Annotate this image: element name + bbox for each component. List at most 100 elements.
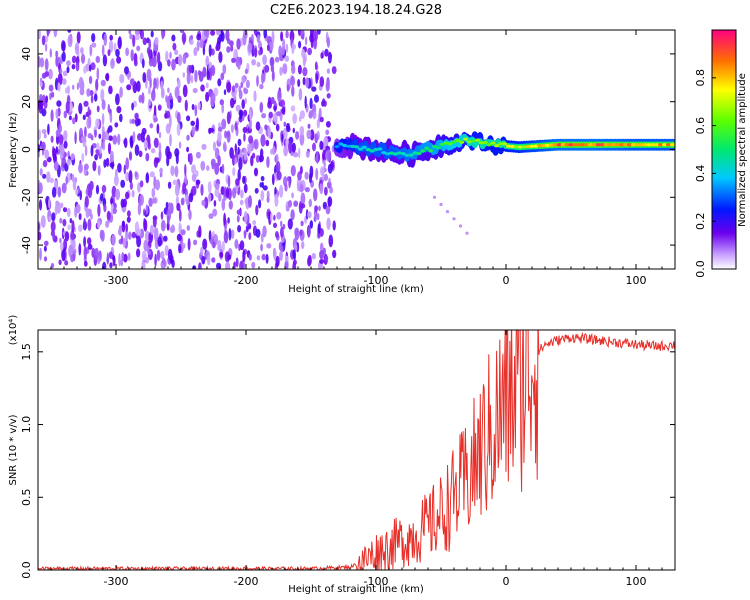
noise-cell (80, 80, 85, 92)
noise-cell (309, 97, 313, 110)
ridge-core-cell (580, 143, 586, 147)
noise-cell (263, 30, 267, 39)
ridge-core-cell (486, 143, 492, 147)
noise-cell (120, 259, 124, 267)
noise-cell (233, 261, 236, 269)
noise-cell (39, 168, 43, 176)
noise-cell (89, 44, 92, 57)
noise-cell (230, 124, 234, 133)
noise-cell (66, 60, 71, 67)
noise-cell (66, 207, 71, 218)
noise-cell (117, 133, 121, 146)
noise-cell (133, 59, 138, 67)
noise-cell (300, 203, 306, 209)
noise-cell (201, 143, 207, 150)
noise-cell (171, 58, 176, 71)
noise-cell (61, 182, 67, 194)
noise-cell (86, 88, 91, 97)
noise-cell (62, 70, 68, 77)
noise-cell (285, 205, 290, 212)
noise-cell (186, 115, 191, 122)
x-tick-label: 0 (503, 274, 510, 287)
noise-cell (282, 223, 286, 230)
noise-cell (119, 86, 123, 98)
noise-cell (243, 147, 248, 161)
noise-cell (271, 70, 275, 82)
noise-cell (184, 173, 188, 185)
noise-cell (237, 168, 241, 182)
noise-cell (96, 67, 100, 81)
noise-cell (120, 198, 125, 208)
ridge-core-cell (584, 143, 590, 147)
ridge-core-cell (392, 152, 399, 156)
noise-cell (297, 79, 301, 87)
noise-cell (125, 171, 130, 182)
noise-cell (266, 156, 270, 169)
noise-cell (218, 33, 222, 43)
noise-cell (69, 218, 73, 224)
noise-cell (308, 110, 314, 118)
noise-cell (149, 123, 154, 129)
noise-cell (131, 231, 136, 239)
noise-cell (81, 152, 85, 163)
spectrogram-x-ticks: -300 -200 -100 0 100 (50, 30, 676, 287)
noise-cell (38, 199, 43, 211)
noise-cell (198, 225, 202, 238)
noise-cell (176, 112, 181, 124)
noise-cell (226, 130, 231, 143)
noise-cell (240, 189, 244, 199)
noise-cell (235, 104, 241, 112)
noise-cell (279, 184, 284, 198)
noise-cell (118, 253, 121, 267)
ridge-core-cell (470, 139, 477, 143)
noise-cell (39, 57, 45, 68)
noise-cell (222, 141, 227, 152)
noise-cell (136, 248, 141, 258)
noise-cell (110, 197, 114, 205)
noise-cell (111, 234, 116, 246)
noise-cell (121, 252, 125, 262)
noise-cell (43, 133, 47, 139)
noise-cell (71, 55, 77, 64)
noise-cell (230, 45, 234, 52)
noise-cell (85, 207, 90, 219)
ridge-core-cell (646, 143, 652, 147)
noise-cell (312, 111, 317, 120)
noise-cell (107, 127, 110, 134)
ridge-core-cell (431, 144, 438, 149)
ridge-core-cell (517, 145, 523, 149)
noise-cell (182, 53, 187, 65)
noise-cell (125, 157, 129, 170)
snr-x-axis-label: Height of straight line (km) (288, 584, 424, 595)
noise-cell (172, 179, 178, 185)
noise-cell (151, 187, 156, 198)
noise-cell (57, 72, 63, 86)
noise-cell (193, 239, 198, 246)
noise-cell (293, 152, 299, 158)
noise-cell (221, 240, 225, 252)
noise-cell (200, 160, 206, 171)
noise-cell (120, 179, 126, 188)
noise-cell (242, 175, 246, 184)
y-tick-label: 0 (20, 146, 33, 153)
ridge-core-cell (665, 143, 672, 147)
ridge-core-cell (377, 147, 383, 151)
noise-cell (58, 259, 62, 266)
noise-cell (38, 129, 41, 141)
ridge-core-cell (548, 143, 555, 147)
noise-cell (66, 158, 71, 166)
noise-cell (79, 190, 82, 201)
noise-cell (265, 139, 270, 147)
x-tick-label: -200 (234, 274, 259, 287)
noise-cell (210, 64, 216, 77)
noise-cell (188, 192, 194, 203)
noise-cell (258, 49, 262, 56)
noise-cell (42, 160, 48, 168)
noise-cell (67, 85, 70, 95)
ridge-core-cell (506, 144, 512, 148)
noise-cell (171, 34, 176, 42)
noise-cell (276, 111, 282, 117)
ridge-core-cell (521, 145, 527, 149)
noise-cell (262, 185, 268, 191)
